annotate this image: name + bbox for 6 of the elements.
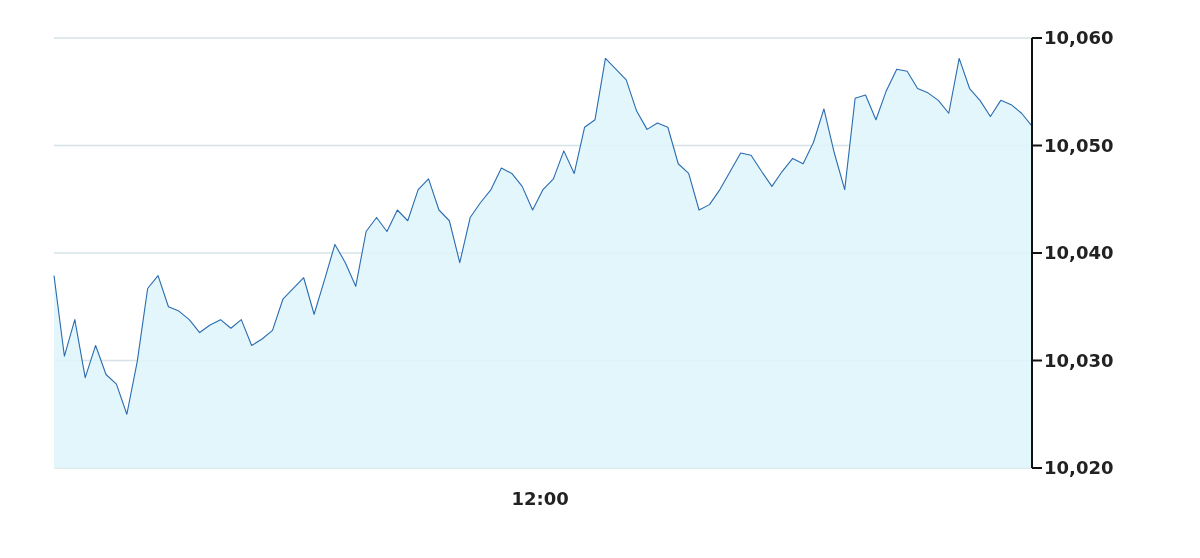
y-tick-label: 10,020 [1044,457,1114,479]
y-tick-label: 10,030 [1044,349,1114,371]
y-tick-label: 10,050 [1044,134,1114,156]
y-tick-label: 10,060 [1044,27,1114,49]
text: 12:00 [510,488,570,509]
y-tick-label: 10,040 [1044,242,1114,264]
